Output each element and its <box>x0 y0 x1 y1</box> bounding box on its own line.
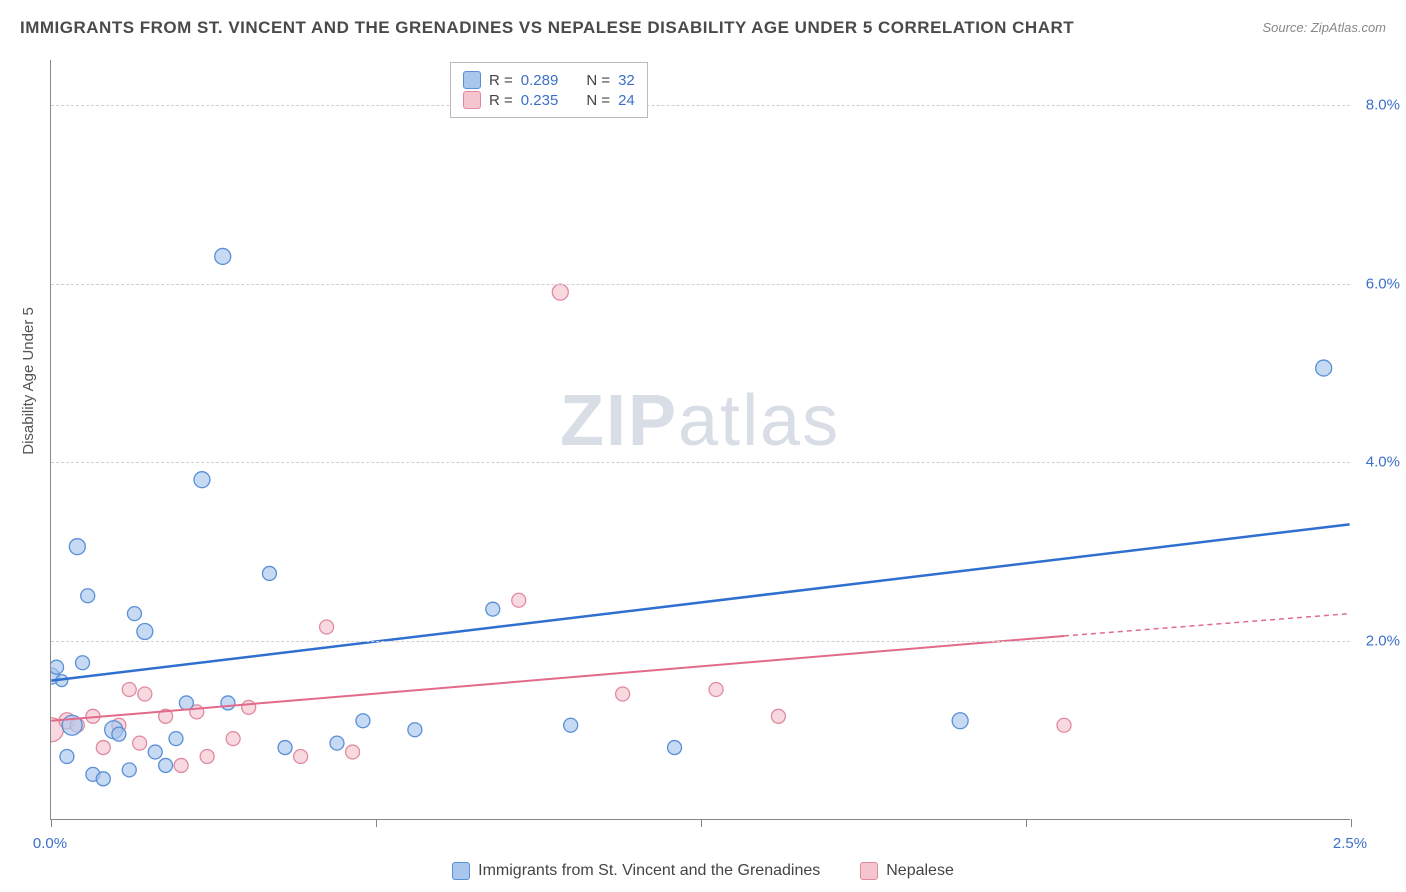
chart-title: IMMIGRANTS FROM ST. VINCENT AND THE GREN… <box>20 18 1074 38</box>
r-value-blue: 0.289 <box>521 72 559 89</box>
n-label: N = <box>586 92 610 109</box>
data-point <box>552 284 568 300</box>
swatch-pink-icon <box>860 862 878 880</box>
data-point <box>356 714 370 728</box>
data-point <box>226 732 240 746</box>
data-point <box>138 687 152 701</box>
data-point <box>512 593 526 607</box>
data-point <box>133 736 147 750</box>
n-label: N = <box>586 72 610 89</box>
data-point <box>330 736 344 750</box>
data-point <box>127 607 141 621</box>
y-axis-label: Disability Age Under 5 <box>20 307 37 455</box>
n-value-pink: 24 <box>618 92 635 109</box>
data-point <box>408 723 422 737</box>
data-point <box>190 705 204 719</box>
data-point <box>952 713 968 729</box>
legend-stats-row-pink: R = 0.235 N = 24 <box>463 91 635 109</box>
source-label: Source: ZipAtlas.com <box>1262 20 1386 35</box>
data-point <box>294 750 308 764</box>
x-tick <box>376 819 377 827</box>
data-point <box>169 732 183 746</box>
data-point <box>62 715 82 735</box>
data-point <box>278 741 292 755</box>
data-point <box>1316 360 1332 376</box>
gridline <box>51 462 1350 463</box>
data-point <box>96 772 110 786</box>
data-point <box>70 718 84 732</box>
data-point <box>709 683 723 697</box>
r-label: R = <box>489 92 513 109</box>
data-point <box>137 623 153 639</box>
data-point <box>320 620 334 634</box>
data-point <box>112 727 126 741</box>
data-point <box>346 745 360 759</box>
y-tick-label: 6.0% <box>1366 275 1400 292</box>
data-point <box>616 687 630 701</box>
x-tick <box>1026 819 1027 827</box>
data-point <box>174 758 188 772</box>
plot-area: 2.0%4.0%6.0%8.0% <box>50 60 1350 820</box>
data-point <box>86 709 100 723</box>
data-point <box>486 602 500 616</box>
data-point <box>51 718 63 742</box>
trend-line-blue <box>51 524 1349 680</box>
r-value-pink: 0.235 <box>521 92 559 109</box>
x-tick <box>51 819 52 827</box>
gridline <box>51 284 1350 285</box>
x-tick <box>1351 819 1352 827</box>
data-point <box>51 668 59 684</box>
data-point <box>1057 718 1071 732</box>
legend-label-pink: Nepalese <box>886 862 954 880</box>
data-point <box>51 660 64 674</box>
data-point <box>122 683 136 697</box>
gridline <box>51 105 1350 106</box>
data-point <box>200 750 214 764</box>
data-point <box>148 745 162 759</box>
data-point <box>56 675 68 687</box>
gridline <box>51 641 1350 642</box>
scatter-svg <box>51 60 1350 819</box>
data-point <box>221 696 235 710</box>
r-label: R = <box>489 72 513 89</box>
data-point <box>59 713 75 729</box>
y-tick-label: 8.0% <box>1366 96 1400 113</box>
legend-stats: R = 0.289 N = 32 R = 0.235 N = 24 <box>450 62 648 118</box>
y-tick-label: 4.0% <box>1366 454 1400 471</box>
x-tick-label: 2.5% <box>1333 835 1367 852</box>
data-point <box>69 539 85 555</box>
data-point <box>668 741 682 755</box>
legend-stats-row-blue: R = 0.289 N = 32 <box>463 71 635 89</box>
n-value-blue: 32 <box>618 72 635 89</box>
legend-item-blue: Immigrants from St. Vincent and the Gren… <box>452 862 820 880</box>
data-point <box>96 741 110 755</box>
swatch-pink-icon <box>463 91 481 109</box>
data-point <box>122 763 136 777</box>
data-point <box>76 656 90 670</box>
data-point <box>105 721 123 739</box>
data-point <box>159 709 173 723</box>
data-point <box>60 750 74 764</box>
legend-item-pink: Nepalese <box>860 862 954 880</box>
data-point <box>771 709 785 723</box>
legend-label-blue: Immigrants from St. Vincent and the Gren… <box>478 862 820 880</box>
x-tick-label: 0.0% <box>33 835 67 852</box>
swatch-blue-icon <box>452 862 470 880</box>
data-point <box>81 589 95 603</box>
trend-line-pink-dashed <box>1064 614 1350 636</box>
y-tick-label: 2.0% <box>1366 633 1400 650</box>
legend-series: Immigrants from St. Vincent and the Gren… <box>0 862 1406 880</box>
data-point <box>194 472 210 488</box>
data-point <box>179 696 193 710</box>
data-point <box>262 566 276 580</box>
data-point <box>215 248 231 264</box>
swatch-blue-icon <box>463 71 481 89</box>
data-point <box>159 758 173 772</box>
data-point <box>112 718 126 732</box>
x-tick <box>701 819 702 827</box>
data-point <box>242 700 256 714</box>
data-point <box>86 767 100 781</box>
trend-line-pink <box>51 636 1064 721</box>
data-point <box>564 718 578 732</box>
